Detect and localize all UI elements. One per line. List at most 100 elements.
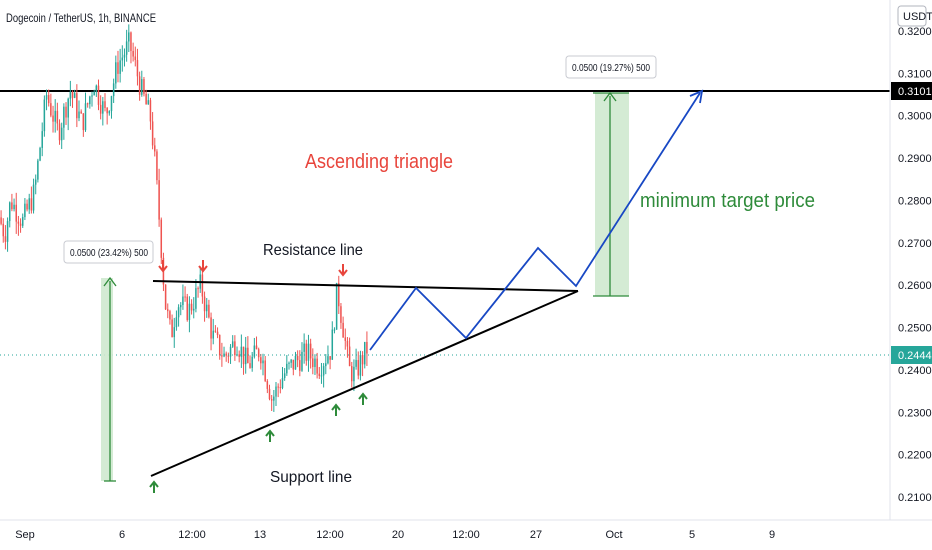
support-line-label: Support line: [270, 469, 352, 486]
candle-body: [361, 355, 364, 365]
candle-body: [167, 309, 169, 312]
candle-body: [91, 95, 93, 97]
candle-body: [216, 331, 219, 336]
candle-body: [76, 93, 78, 119]
price-tick-label: 0.2800: [898, 195, 932, 207]
candle-body: [143, 79, 145, 94]
candle-body: [45, 95, 48, 100]
candle-body: [97, 85, 100, 105]
candle-body: [15, 204, 17, 222]
candle-body: [281, 378, 284, 388]
candle-body: [54, 110, 56, 122]
candle-body: [231, 341, 234, 347]
candle-body: [63, 106, 65, 128]
candle-body: [71, 91, 74, 98]
candle-body: [30, 198, 33, 211]
callout-right[interactable]: 0.0500 (19.27%) 500: [565, 55, 657, 79]
candle-body: [192, 308, 195, 311]
candle-body: [273, 396, 275, 401]
candle-body: [182, 296, 184, 306]
level-price-text: 0.3101: [898, 86, 932, 98]
candle-body: [60, 127, 63, 141]
candle-body: [197, 288, 199, 290]
currency-badge[interactable]: USDT: [897, 5, 932, 27]
candle-body: [80, 111, 82, 114]
candle-body: [110, 96, 113, 112]
candle-body: [175, 317, 178, 328]
candle-body: [309, 343, 312, 359]
red-arrow-1: [158, 260, 168, 273]
candle-body: [255, 345, 258, 350]
candle-body: [205, 304, 208, 312]
candle-body: [56, 110, 59, 124]
candle-body: [229, 346, 232, 357]
resistance-trendline[interactable]: [152, 280, 579, 292]
candle-body: [151, 121, 154, 146]
left-measure-group[interactable]: [101, 276, 117, 482]
candle-body: [188, 303, 191, 320]
candle-body: [119, 60, 121, 74]
price-tick-label: 0.2300: [898, 407, 932, 419]
candle-body: [303, 343, 305, 352]
candle-body: [117, 62, 119, 74]
candle-body: [52, 115, 54, 122]
candle-body: [318, 373, 321, 376]
candle-body: [305, 343, 308, 361]
support-trendline[interactable]: [150, 290, 579, 477]
candle-body: [338, 283, 340, 307]
candle-body: [11, 202, 13, 210]
candle-body: [342, 322, 344, 338]
candle-body: [195, 288, 197, 309]
candle-body: [4, 236, 7, 242]
left-measure-zone: [101, 278, 113, 481]
candle-body: [327, 356, 329, 364]
candle-body: [264, 360, 266, 382]
candle-body: [314, 358, 316, 367]
candle-body: [312, 358, 314, 367]
candle-body: [275, 386, 277, 397]
time-axis[interactable]: Sep 6 12:00 13 12:00 20 12:00 27 Oct 5 9: [0, 519, 932, 550]
callout-left[interactable]: 0.0500 (23.42%) 500: [63, 240, 154, 264]
candle-body: [145, 93, 147, 105]
candle-body: [340, 306, 342, 323]
candle-body: [214, 330, 217, 332]
candle-body: [58, 123, 61, 141]
current-price-text: 0.2444: [898, 350, 932, 362]
price-tick-label: 0.2100: [898, 492, 932, 504]
right-measure-group[interactable]: [593, 91, 629, 297]
candle-body: [99, 104, 102, 114]
candle-body: [331, 329, 334, 360]
candle-body: [247, 347, 249, 364]
candle-body: [104, 101, 106, 108]
price-axis[interactable]: 0.3200 0.3100 0.3000 0.2900 0.2800 0.2700 0.26…: [889, 0, 932, 520]
candle-body: [316, 358, 318, 374]
candle-body: [125, 41, 128, 55]
candle-body: [249, 363, 251, 368]
candle-body: [115, 62, 117, 84]
time-axis-ticks: Sep 6 12:00 13 12:00 20 12:00 27 Oct 5 9: [15, 529, 775, 541]
candle-body: [355, 360, 357, 367]
candle-body: [177, 307, 180, 318]
candle-body: [322, 366, 325, 376]
candle-body: [251, 356, 253, 368]
projection-path[interactable]: [369, 92, 701, 351]
price-tick-label: 0.3200: [898, 26, 932, 38]
candle-body: [357, 360, 360, 376]
price-tick-label: 0.2400: [898, 365, 932, 377]
candle-body: [128, 32, 130, 42]
candle-body: [21, 217, 24, 226]
candle-body: [290, 359, 292, 363]
time-tick-label: 12:00: [316, 529, 344, 541]
candle-body: [39, 147, 41, 161]
candle-body: [78, 111, 80, 119]
candle-body: [67, 98, 69, 118]
candle-body: [106, 107, 108, 114]
candle-body: [112, 83, 115, 97]
candle-body: [130, 32, 132, 51]
candle-body: [136, 60, 139, 77]
candle-body: [238, 354, 240, 357]
resistance-line-label: Resistance line: [263, 242, 363, 259]
candle-body: [37, 160, 39, 180]
candle-body: [184, 296, 186, 298]
